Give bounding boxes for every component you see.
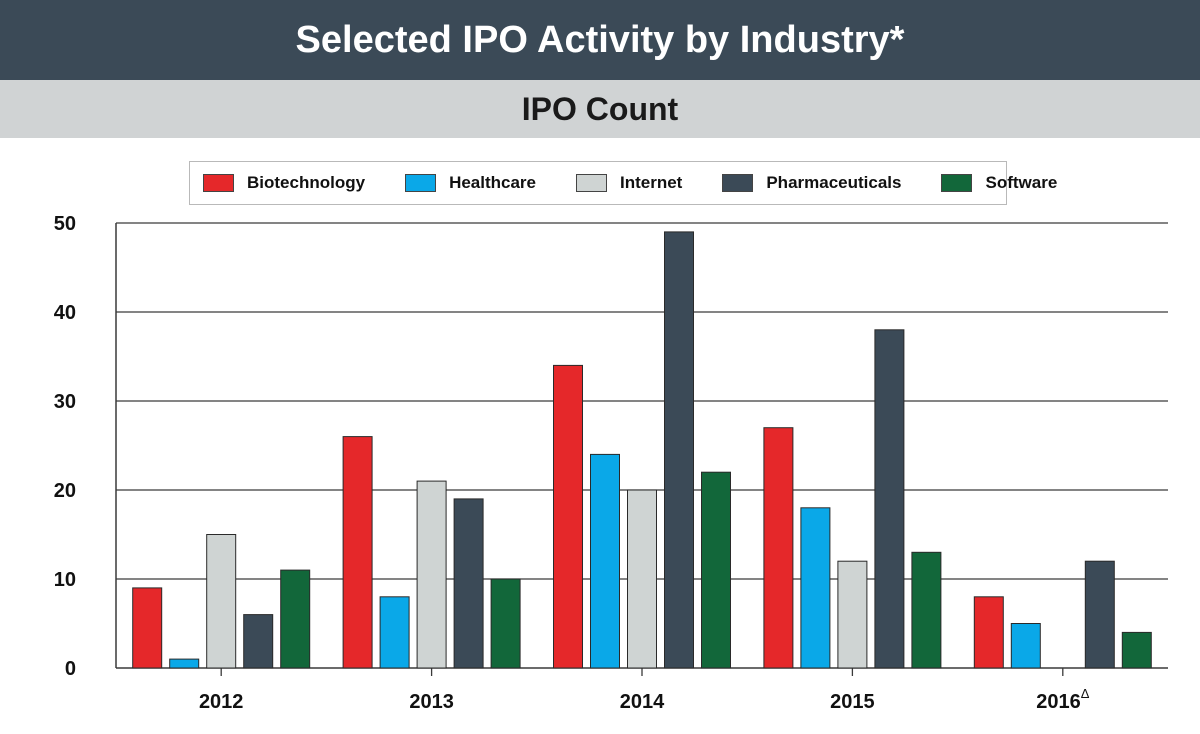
bar-healthcare-2014 [590, 453, 620, 669]
bar-software-2014 [701, 471, 731, 669]
x-tick-superscript-2016: Δ [1081, 686, 1090, 701]
legend-item-software: Software [941, 173, 1097, 193]
chart-legend: Biotechnology Healthcare Internet Pharma… [189, 161, 1057, 205]
bar-biotechnology-2015 [763, 427, 794, 669]
x-tick-label-2012: 2012 [199, 691, 244, 713]
bar-biotechnology-2012 [132, 587, 163, 669]
legend-label-pharmaceuticals: Pharmaceuticals [766, 173, 902, 192]
chart-title: Selected IPO Activity by Industry* [0, 0, 1200, 80]
legend-swatch-software [941, 174, 973, 192]
legend-label-software: Software [985, 173, 1058, 192]
legend-item-healthcare: Healthcare [405, 173, 576, 193]
bar-internet-2014 [627, 489, 657, 669]
legend-swatch-pharmaceuticals [722, 174, 754, 192]
legend-label-healthcare: Healthcare [449, 173, 536, 192]
bar-pharmaceuticals-2014 [664, 231, 694, 669]
bar-healthcare-2016 [1010, 623, 1041, 669]
y-tick-label-40: 40 [54, 302, 76, 324]
bar-healthcare-2013 [379, 596, 410, 669]
bar-pharmaceuticals-2013 [453, 498, 484, 669]
bar-healthcare-2012 [169, 658, 200, 669]
y-tick-label-10: 10 [54, 569, 76, 591]
bar-internet-2015 [837, 560, 868, 669]
bar-software-2015 [911, 551, 942, 669]
bar-biotechnology-2014 [553, 364, 583, 669]
chart-subtitle: IPO Count [0, 80, 1200, 138]
x-tick-label-2014: 2014 [620, 691, 665, 713]
y-tick-label-0: 0 [65, 658, 76, 680]
bar-internet-2012 [206, 534, 237, 669]
bar-pharmaceuticals-2015 [874, 329, 905, 669]
x-tick-label-2016: 2016Δ [1036, 686, 1090, 713]
bar-pharmaceuticals-2012 [243, 614, 274, 669]
bar-pharmaceuticals-2016 [1084, 560, 1115, 669]
bar-software-2012 [280, 569, 311, 669]
bar-biotechnology-2016 [973, 596, 1004, 669]
x-tick-label-2013: 2013 [409, 691, 454, 713]
bar-healthcare-2015 [800, 507, 831, 669]
bar-internet-2013 [416, 480, 447, 669]
legend-swatch-biotechnology [203, 174, 234, 192]
legend-item-pharmaceuticals: Pharmaceuticals [722, 173, 941, 193]
legend-label-internet: Internet [620, 173, 683, 192]
legend-item-biotechnology: Biotechnology [203, 173, 405, 193]
legend-swatch-internet [576, 174, 607, 192]
bar-biotechnology-2013 [342, 436, 373, 669]
legend-swatch-healthcare [405, 174, 437, 192]
bar-software-2016 [1121, 631, 1152, 669]
y-tick-label-20: 20 [54, 480, 76, 502]
x-tick-label-2015: 2015 [830, 691, 875, 713]
legend-item-internet: Internet [576, 173, 722, 193]
y-tick-label-30: 30 [54, 391, 76, 413]
bar-software-2013 [490, 578, 521, 669]
legend-label-biotechnology: Biotechnology [247, 173, 366, 192]
y-tick-label-50: 50 [54, 213, 76, 235]
